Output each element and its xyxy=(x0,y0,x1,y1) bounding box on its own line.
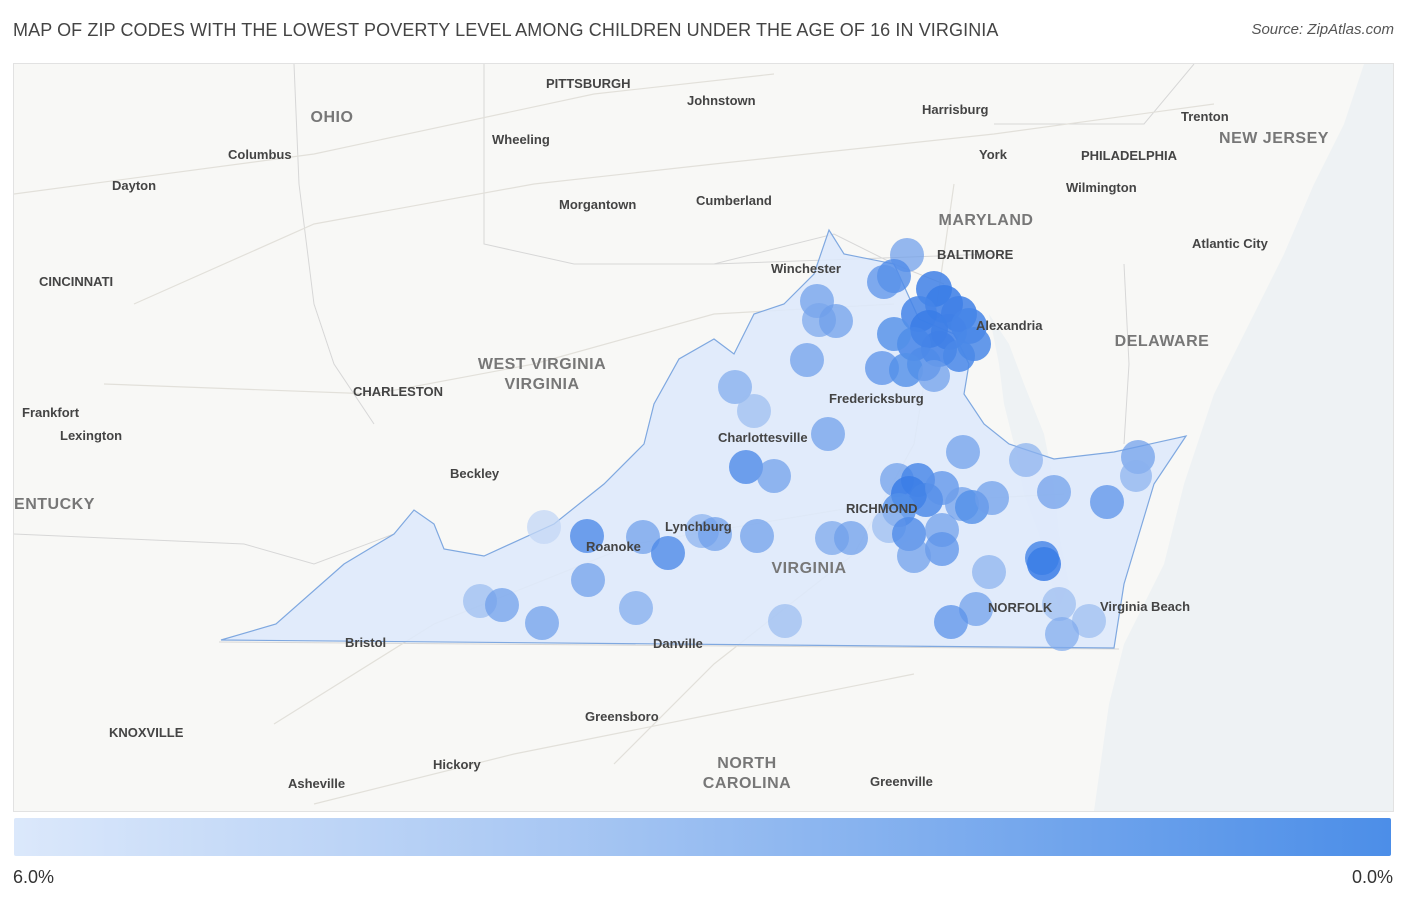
city-label: Hickory xyxy=(433,757,481,772)
zip-marker[interactable] xyxy=(925,532,959,566)
city-label: Greenville xyxy=(870,774,933,789)
state-borders xyxy=(14,64,1195,650)
city-label: Beckley xyxy=(450,466,500,481)
city-label: Harrisburg xyxy=(922,102,989,117)
atlantic-ocean xyxy=(1094,64,1393,811)
zip-markers xyxy=(463,238,1155,651)
region-label: MARYLAND xyxy=(939,212,1034,229)
zip-marker[interactable] xyxy=(811,417,845,451)
city-label: KNOXVILLE xyxy=(109,725,184,740)
city-label: Alexandria xyxy=(976,318,1043,333)
zip-marker[interactable] xyxy=(718,370,752,404)
zip-marker[interactable] xyxy=(525,606,559,640)
city-label: Danville xyxy=(653,636,703,651)
city-label: Dayton xyxy=(112,178,156,193)
region-label: VIRGINIA xyxy=(504,376,579,393)
zip-marker[interactable] xyxy=(527,510,561,544)
zip-marker[interactable] xyxy=(571,563,605,597)
region-label: CAROLINA xyxy=(703,775,791,792)
region-label: WEST VIRGINIA xyxy=(478,356,606,373)
zip-marker[interactable] xyxy=(790,343,824,377)
city-label: PHILADELPHIA xyxy=(1081,148,1178,163)
zip-marker[interactable] xyxy=(1042,587,1076,621)
city-label: Asheville xyxy=(288,776,345,791)
legend-color-scale xyxy=(14,818,1391,856)
zip-marker[interactable] xyxy=(1072,604,1106,638)
zip-marker[interactable] xyxy=(651,536,685,570)
city-label: RICHMOND xyxy=(846,501,918,516)
zip-marker[interactable] xyxy=(768,604,802,638)
zip-marker[interactable] xyxy=(570,519,604,553)
zip-marker[interactable] xyxy=(972,555,1006,589)
zip-marker[interactable] xyxy=(819,304,853,338)
region-label: NEW JERSEY xyxy=(1219,130,1329,147)
zip-marker[interactable] xyxy=(975,481,1009,515)
zip-marker[interactable] xyxy=(757,459,791,493)
legend-min-label: 6.0% xyxy=(13,867,55,887)
city-label: Roanoke xyxy=(586,539,641,554)
city-label: CINCINNATI xyxy=(39,274,113,289)
city-label: Lexington xyxy=(60,428,122,443)
city-label: Lynchburg xyxy=(665,519,732,534)
zip-marker[interactable] xyxy=(897,539,931,573)
zip-marker[interactable] xyxy=(619,591,653,625)
zip-marker[interactable] xyxy=(834,521,868,555)
zip-marker[interactable] xyxy=(485,588,519,622)
city-label: Wheeling xyxy=(492,132,550,147)
region-label: KENTUCKY xyxy=(14,496,95,513)
zip-marker[interactable] xyxy=(946,435,980,469)
city-label: CHARLESTON xyxy=(353,384,443,399)
region-labels: OHIO WEST VIRGINIA VIRGINIA MARYLAND DEL… xyxy=(14,109,1329,792)
city-label: Johnstown xyxy=(687,93,756,108)
city-label: BALTIMORE xyxy=(937,247,1014,262)
zip-marker[interactable] xyxy=(698,517,732,551)
city-label: Fredericksburg xyxy=(829,391,924,406)
zip-marker[interactable] xyxy=(959,592,993,626)
city-label: Atlantic City xyxy=(1192,236,1269,251)
zip-marker[interactable] xyxy=(729,450,763,484)
zip-marker[interactable] xyxy=(1037,475,1071,509)
city-label: Greensboro xyxy=(585,709,659,724)
zip-marker[interactable] xyxy=(1120,460,1152,492)
city-label: Bristol xyxy=(345,635,386,650)
city-label: PITTSBURGH xyxy=(546,76,631,91)
map-canvas[interactable]: OHIO WEST VIRGINIA VIRGINIA MARYLAND DEL… xyxy=(13,63,1394,812)
city-label: Frankfort xyxy=(22,405,80,420)
map-svg: OHIO WEST VIRGINIA VIRGINIA MARYLAND DEL… xyxy=(14,64,1393,811)
region-label: NORTH xyxy=(717,755,776,772)
city-label: Trenton xyxy=(1181,109,1229,124)
city-label: Charlottesville xyxy=(718,430,808,445)
city-label: Winchester xyxy=(771,261,841,276)
zip-marker[interactable] xyxy=(1045,617,1079,651)
city-labels: PITTSBURGH Johnstown Harrisburg Trenton … xyxy=(22,76,1269,791)
region-label: OHIO xyxy=(311,109,354,126)
city-label: Wilmington xyxy=(1066,180,1137,195)
zip-marker[interactable] xyxy=(889,353,923,387)
zip-marker[interactable] xyxy=(740,519,774,553)
region-label: VIRGINIA xyxy=(771,560,846,577)
zip-marker[interactable] xyxy=(737,394,771,428)
legend-max-label: 0.0% xyxy=(1351,867,1393,887)
zip-marker[interactable] xyxy=(626,520,660,554)
zip-marker[interactable] xyxy=(867,265,901,299)
city-label: Virginia Beach xyxy=(1100,599,1190,614)
zip-marker[interactable] xyxy=(934,605,968,639)
city-label: NORFOLK xyxy=(988,600,1053,615)
city-label: Columbus xyxy=(228,147,292,162)
region-label: DELAWARE xyxy=(1115,333,1210,350)
city-label: Morgantown xyxy=(559,197,636,212)
map-title: MAP OF ZIP CODES WITH THE LOWEST POVERTY… xyxy=(13,20,999,40)
city-label: York xyxy=(979,147,1008,162)
zip-marker[interactable] xyxy=(918,360,950,392)
zip-marker[interactable] xyxy=(877,317,911,351)
source-credit: Source: ZipAtlas.com xyxy=(1251,21,1394,38)
zip-marker[interactable] xyxy=(1090,485,1124,519)
zip-marker[interactable] xyxy=(943,340,975,372)
city-label: Cumberland xyxy=(696,193,772,208)
zip-marker[interactable] xyxy=(1027,547,1061,581)
zip-marker[interactable] xyxy=(1009,443,1043,477)
